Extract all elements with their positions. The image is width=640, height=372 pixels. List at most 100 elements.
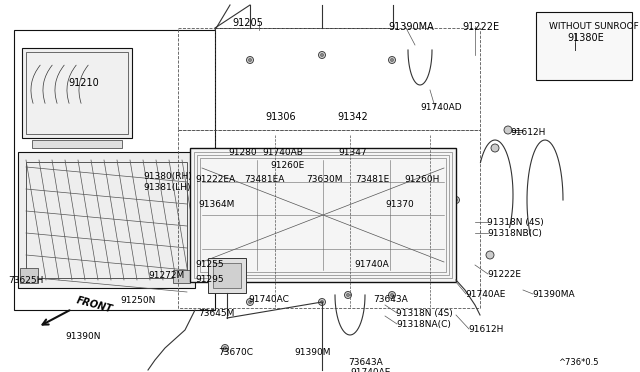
Text: 91612H: 91612H xyxy=(468,325,504,334)
Text: 91342: 91342 xyxy=(337,112,368,122)
Bar xyxy=(173,270,190,283)
Circle shape xyxy=(321,54,323,57)
Circle shape xyxy=(234,280,239,285)
Bar xyxy=(213,263,241,288)
Bar xyxy=(22,48,132,138)
Text: 91612H: 91612H xyxy=(510,128,545,137)
Circle shape xyxy=(319,51,326,58)
Bar xyxy=(208,258,246,293)
Circle shape xyxy=(388,57,396,64)
Text: 73643A: 73643A xyxy=(373,295,408,304)
Circle shape xyxy=(486,251,494,259)
Circle shape xyxy=(454,199,458,202)
Text: 91390N: 91390N xyxy=(65,332,100,341)
Circle shape xyxy=(278,228,282,231)
Circle shape xyxy=(246,57,253,64)
Text: 91390MA: 91390MA xyxy=(388,22,434,32)
Bar xyxy=(14,30,215,310)
Circle shape xyxy=(216,266,221,270)
Text: 91295: 91295 xyxy=(195,275,223,284)
Circle shape xyxy=(248,301,252,304)
Text: 91740AB: 91740AB xyxy=(262,148,303,157)
Text: 91740AD: 91740AD xyxy=(420,103,461,112)
Circle shape xyxy=(319,298,326,305)
Bar xyxy=(536,12,632,80)
Circle shape xyxy=(346,212,353,218)
Text: 91740A: 91740A xyxy=(354,260,388,269)
Bar xyxy=(200,158,446,272)
Text: 73481E: 73481E xyxy=(355,175,389,184)
Circle shape xyxy=(388,292,396,298)
Text: 73643A: 73643A xyxy=(348,358,383,367)
Bar xyxy=(26,52,128,134)
Text: 73625H: 73625H xyxy=(8,276,44,285)
Text: 91222E: 91222E xyxy=(487,270,521,279)
Text: 91380(RH): 91380(RH) xyxy=(143,172,192,181)
Text: 91740AC: 91740AC xyxy=(248,295,289,304)
Text: FRONT: FRONT xyxy=(75,295,113,315)
Text: 73645M: 73645M xyxy=(198,309,234,318)
Bar xyxy=(178,130,480,308)
Bar xyxy=(194,152,452,278)
Text: 73630M: 73630M xyxy=(306,175,342,184)
Circle shape xyxy=(349,214,351,217)
Text: 73481EA: 73481EA xyxy=(244,175,284,184)
Circle shape xyxy=(321,301,323,304)
Circle shape xyxy=(214,199,216,202)
Text: 91255: 91255 xyxy=(195,260,223,269)
Text: 91390MA: 91390MA xyxy=(532,290,575,299)
Circle shape xyxy=(248,58,252,61)
Circle shape xyxy=(572,55,578,61)
Text: 91250N: 91250N xyxy=(120,296,156,305)
Text: 91347: 91347 xyxy=(338,148,367,157)
Circle shape xyxy=(504,126,512,134)
Circle shape xyxy=(390,294,394,296)
Circle shape xyxy=(26,266,34,274)
Text: 91318NB(C): 91318NB(C) xyxy=(487,229,542,238)
Bar xyxy=(32,140,122,148)
Circle shape xyxy=(216,280,221,285)
Text: ^736*0.5: ^736*0.5 xyxy=(558,358,598,367)
Bar xyxy=(20,268,38,283)
Circle shape xyxy=(234,266,239,270)
Text: 91364M: 91364M xyxy=(198,200,234,209)
Text: 91740AE: 91740AE xyxy=(465,290,506,299)
Circle shape xyxy=(567,50,583,66)
Circle shape xyxy=(491,144,499,152)
Text: 73670C: 73670C xyxy=(218,348,253,357)
Circle shape xyxy=(26,166,34,174)
Circle shape xyxy=(452,196,460,203)
Text: 91370: 91370 xyxy=(385,200,413,209)
Text: 91222EA: 91222EA xyxy=(195,175,235,184)
Circle shape xyxy=(390,58,394,61)
Text: 91318N (4S): 91318N (4S) xyxy=(396,309,452,318)
Text: 91272M: 91272M xyxy=(148,271,184,280)
Circle shape xyxy=(211,196,218,203)
Text: 91222E: 91222E xyxy=(462,22,499,32)
Text: 91318N (4S): 91318N (4S) xyxy=(487,218,544,227)
Text: 91306: 91306 xyxy=(265,112,296,122)
Bar xyxy=(190,148,456,282)
Bar xyxy=(26,162,187,278)
Circle shape xyxy=(344,292,351,298)
Text: 91260E: 91260E xyxy=(270,161,304,170)
Bar xyxy=(197,155,449,275)
Text: 91318NA(C): 91318NA(C) xyxy=(396,320,451,329)
Bar xyxy=(178,28,480,130)
Text: 91210: 91210 xyxy=(68,78,99,88)
Circle shape xyxy=(246,298,253,305)
Text: 91381(LH): 91381(LH) xyxy=(143,183,191,192)
Text: 91280: 91280 xyxy=(228,148,257,157)
Circle shape xyxy=(276,227,284,234)
Circle shape xyxy=(223,346,227,350)
Text: WITHOUT SUNROOF: WITHOUT SUNROOF xyxy=(549,22,639,31)
Circle shape xyxy=(221,344,228,352)
Bar xyxy=(18,152,195,288)
Text: 91390M: 91390M xyxy=(294,348,330,357)
Text: 91380E: 91380E xyxy=(567,33,604,43)
Circle shape xyxy=(179,166,187,174)
Text: 91260H: 91260H xyxy=(404,175,440,184)
Text: 91205: 91205 xyxy=(232,18,263,28)
Text: 91740AE: 91740AE xyxy=(350,368,390,372)
Circle shape xyxy=(346,294,349,296)
